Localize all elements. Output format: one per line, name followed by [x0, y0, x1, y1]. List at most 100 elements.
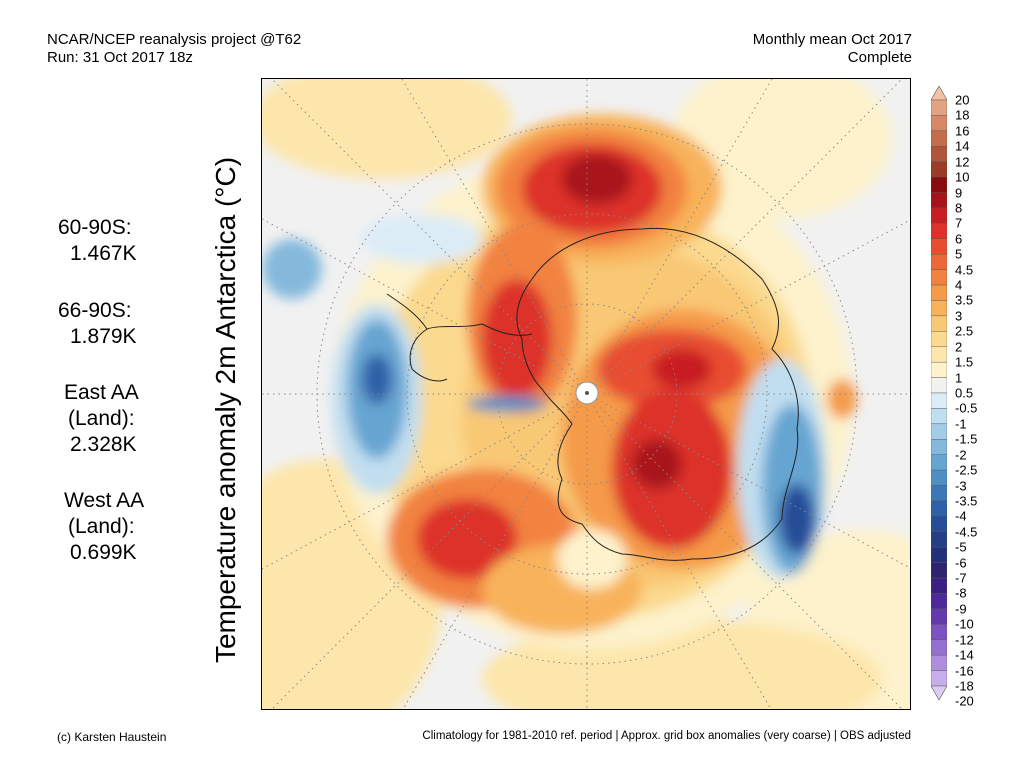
- colorbar-cell: [931, 300, 947, 317]
- colorbar-label: -1.5: [955, 431, 978, 447]
- colorbar-label: 1.5: [955, 354, 974, 370]
- colorbar-label: 20: [955, 92, 970, 108]
- colorbar-label: 1: [955, 370, 963, 386]
- colorbar-label: -9: [955, 601, 967, 617]
- header-left: NCAR/NCEP reanalysis project @T62 Run: 3…: [47, 31, 301, 67]
- source-title: NCAR/NCEP reanalysis project @T62: [47, 31, 302, 48]
- colorbar-label: -20: [955, 693, 974, 709]
- colorbar-label: -7: [955, 570, 967, 586]
- colorbar-label: -4.5: [955, 524, 978, 540]
- colorbar-label: 14: [955, 138, 970, 154]
- stat-66-90s: 66-90S: 1.879K: [58, 298, 137, 350]
- colorbar-label: -18: [955, 678, 974, 694]
- colorbar-cell: [931, 207, 947, 224]
- colorbar-cell: [931, 423, 947, 440]
- colorbar-cell: [931, 238, 947, 255]
- stat-east-aa: East AA (Land): 2.328K: [64, 380, 139, 458]
- header-right: Monthly mean Oct 2017 Complete: [753, 31, 912, 67]
- colorbar-cell: [931, 639, 947, 656]
- colorbar-cell: [931, 608, 947, 625]
- colorbar-label: 3.5: [955, 292, 974, 308]
- colorbar-label: 4.5: [955, 262, 974, 278]
- colorbar-top-arrow: [931, 86, 947, 101]
- period-title: Monthly mean Oct 2017: [752, 31, 912, 48]
- colorbar-cell: [931, 624, 947, 640]
- colorbar-label: -3: [955, 478, 967, 494]
- run-time: Run: 31 Oct 2017 18z: [47, 49, 193, 66]
- colorbar-cell: [931, 284, 947, 301]
- stat-label: East AA: [64, 381, 139, 404]
- colorbar-cell: [931, 361, 947, 378]
- colorbar-label: -2: [955, 447, 967, 463]
- colorbar-label: 3: [955, 308, 963, 324]
- colorbar-cell: [931, 577, 947, 594]
- colorbar-cell: [931, 115, 947, 132]
- colorbar-cell: [931, 593, 947, 610]
- colorbar-label: -16: [955, 663, 974, 679]
- colorbar-cell: [931, 392, 947, 409]
- colorbar-cell: [931, 654, 947, 671]
- colorbar-label: -3.5: [955, 493, 978, 509]
- status-label: Complete: [847, 49, 912, 66]
- colorbar-cell: [931, 254, 947, 270]
- stat-label: 60-90S:: [58, 216, 132, 239]
- colorbar-label: -2.5: [955, 462, 978, 478]
- south-pole-marker: [575, 381, 599, 405]
- colorbar-cell: [931, 531, 947, 548]
- colorbar-label: -4: [955, 508, 967, 524]
- colorbar-cell: [931, 547, 947, 563]
- colorbar-cell: [931, 223, 947, 239]
- colorbar: [931, 86, 947, 700]
- stat-value: 1.467K: [70, 242, 137, 265]
- colorbar-cell: [931, 485, 947, 502]
- stat-value: 0.699K: [70, 541, 137, 564]
- stat-west-aa: West AA (Land): 0.699K: [64, 488, 144, 566]
- colorbar-label: 10: [955, 169, 970, 185]
- stat-sublabel: (Land):: [68, 515, 135, 538]
- colorbar-label: 9: [955, 185, 963, 201]
- colorbar-label: 2: [955, 339, 963, 355]
- stat-value: 1.879K: [70, 325, 137, 348]
- colorbar-label: 4: [955, 277, 963, 293]
- colorbar-cell: [931, 331, 947, 347]
- colorbar-label: 16: [955, 123, 970, 139]
- colorbar-bottom-arrow: [931, 685, 947, 700]
- colorbar-cell: [931, 146, 947, 162]
- colorbar-label: 18: [955, 107, 970, 123]
- colorbar-cell: [931, 439, 947, 455]
- colorbar-cell: [931, 377, 947, 394]
- map-ylabel: Temperature anomaly 2m Antarctica (°C): [210, 156, 241, 664]
- colorbar-label: 6: [955, 231, 963, 247]
- antarctica-coastline: [386, 227, 799, 561]
- colorbar-cell: [931, 130, 947, 147]
- colorbar-cell: [931, 161, 947, 178]
- colorbar-cell: [931, 562, 947, 579]
- colorbar-label: -1: [955, 416, 967, 432]
- colorbar-label: 7: [955, 215, 963, 231]
- colorbar-label: -10: [955, 616, 974, 632]
- colorbar-label: -6: [955, 555, 967, 571]
- colorbar-label: -0.5: [955, 400, 978, 416]
- colorbar-cell: [931, 454, 947, 471]
- colorbar-label: 0.5: [955, 385, 974, 401]
- colorbar-cell: [931, 346, 947, 363]
- stat-sublabel: (Land):: [68, 407, 135, 430]
- colorbar-cell: [931, 99, 947, 116]
- colorbar-label: 5: [955, 246, 963, 262]
- colorbar-label: 2.5: [955, 323, 974, 339]
- map-canvas: [262, 79, 910, 709]
- colorbar-cell: [931, 192, 947, 209]
- colorbar-cell: [931, 516, 947, 532]
- colorbar-cell: [931, 408, 947, 425]
- colorbar-cell: [931, 469, 947, 486]
- stat-60-90s: 60-90S: 1.467K: [58, 215, 137, 267]
- anomaly-field: [262, 79, 910, 709]
- colorbar-label: -12: [955, 632, 974, 648]
- colorbar-cell: [931, 269, 947, 286]
- anomaly-map: [261, 78, 911, 710]
- stat-label: West AA: [64, 489, 145, 512]
- footnote: Climatology for 1981-2010 ref. period | …: [422, 730, 911, 742]
- colorbar-label: -14: [955, 647, 974, 663]
- colorbar-cell: [931, 176, 947, 193]
- colorbar-cell: [931, 315, 947, 332]
